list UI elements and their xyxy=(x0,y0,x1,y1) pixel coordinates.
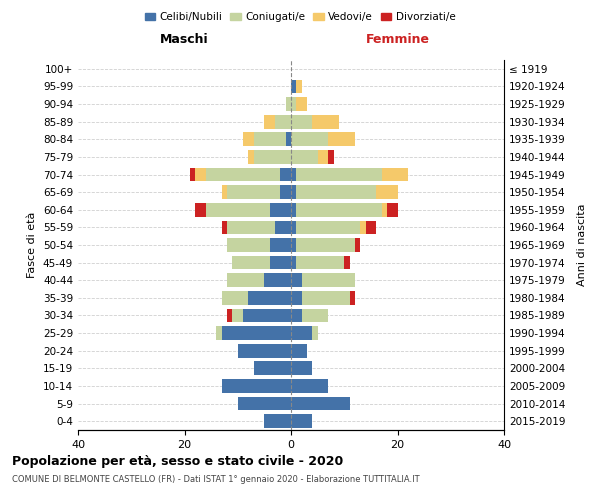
Bar xyxy=(232,308,243,322)
Bar xyxy=(248,291,291,304)
Bar xyxy=(265,115,275,128)
Bar xyxy=(275,115,291,128)
Bar xyxy=(265,274,291,287)
Bar xyxy=(291,97,296,111)
Bar xyxy=(296,168,382,181)
Bar xyxy=(296,220,360,234)
Bar xyxy=(382,168,408,181)
Bar xyxy=(227,220,275,234)
Bar xyxy=(291,379,328,393)
Bar xyxy=(243,132,254,146)
Bar xyxy=(254,150,291,164)
Y-axis label: Fasce di età: Fasce di età xyxy=(28,212,37,278)
Bar xyxy=(275,220,291,234)
Bar xyxy=(222,326,291,340)
Text: COMUNE DI BELMONTE CASTELLO (FR) - Dati ISTAT 1° gennaio 2020 - Elaborazione TUT: COMUNE DI BELMONTE CASTELLO (FR) - Dati … xyxy=(12,475,419,484)
Bar xyxy=(248,150,254,164)
Text: Popolazione per età, sesso e stato civile - 2020: Popolazione per età, sesso e stato civil… xyxy=(12,455,343,468)
Bar xyxy=(344,256,350,270)
Bar xyxy=(296,80,302,94)
Bar xyxy=(387,203,398,216)
Bar xyxy=(222,220,227,234)
Legend: Celibi/Nubili, Coniugati/e, Vedovi/e, Divorziati/e: Celibi/Nubili, Coniugati/e, Vedovi/e, Di… xyxy=(140,8,460,26)
Bar xyxy=(291,220,296,234)
Bar xyxy=(296,186,376,199)
Bar xyxy=(227,308,232,322)
Bar xyxy=(291,414,313,428)
Bar xyxy=(270,203,291,216)
Bar xyxy=(302,274,355,287)
Bar xyxy=(222,291,248,304)
Bar xyxy=(360,220,365,234)
Bar xyxy=(291,291,302,304)
Bar xyxy=(227,274,265,287)
Bar xyxy=(302,308,328,322)
Bar xyxy=(270,256,291,270)
Bar xyxy=(291,274,302,287)
Bar xyxy=(217,326,222,340)
Bar xyxy=(254,362,291,375)
Bar xyxy=(296,238,355,252)
Bar xyxy=(291,326,313,340)
Bar xyxy=(280,168,291,181)
Bar xyxy=(291,186,296,199)
Text: Femmine: Femmine xyxy=(365,33,430,46)
Bar xyxy=(291,150,317,164)
Bar xyxy=(286,132,291,146)
Bar xyxy=(291,344,307,358)
Bar xyxy=(190,168,195,181)
Bar xyxy=(328,150,334,164)
Bar xyxy=(227,186,280,199)
Bar xyxy=(270,238,291,252)
Bar xyxy=(291,168,296,181)
Bar xyxy=(350,291,355,304)
Bar xyxy=(291,80,296,94)
Y-axis label: Anni di nascita: Anni di nascita xyxy=(577,204,587,286)
Bar xyxy=(232,256,270,270)
Bar xyxy=(291,362,313,375)
Bar xyxy=(265,414,291,428)
Bar xyxy=(291,308,302,322)
Bar xyxy=(382,203,387,216)
Bar xyxy=(328,132,355,146)
Bar xyxy=(254,132,286,146)
Text: Maschi: Maschi xyxy=(160,33,209,46)
Bar xyxy=(222,186,227,199)
Bar xyxy=(291,256,296,270)
Bar xyxy=(238,396,291,410)
Bar xyxy=(291,238,296,252)
Bar xyxy=(296,97,307,111)
Bar xyxy=(296,256,344,270)
Bar xyxy=(286,97,291,111)
Bar xyxy=(195,168,206,181)
Bar xyxy=(313,115,339,128)
Bar xyxy=(376,186,398,199)
Bar xyxy=(206,168,280,181)
Bar xyxy=(313,326,317,340)
Bar xyxy=(317,150,328,164)
Bar xyxy=(238,344,291,358)
Bar xyxy=(291,396,350,410)
Bar xyxy=(280,186,291,199)
Bar xyxy=(355,238,360,252)
Bar xyxy=(365,220,376,234)
Bar xyxy=(291,115,313,128)
Bar xyxy=(195,203,206,216)
Bar xyxy=(227,238,270,252)
Bar xyxy=(222,379,291,393)
Bar xyxy=(296,203,382,216)
Bar xyxy=(291,203,296,216)
Bar xyxy=(302,291,350,304)
Bar xyxy=(243,308,291,322)
Bar xyxy=(291,132,328,146)
Bar xyxy=(206,203,270,216)
